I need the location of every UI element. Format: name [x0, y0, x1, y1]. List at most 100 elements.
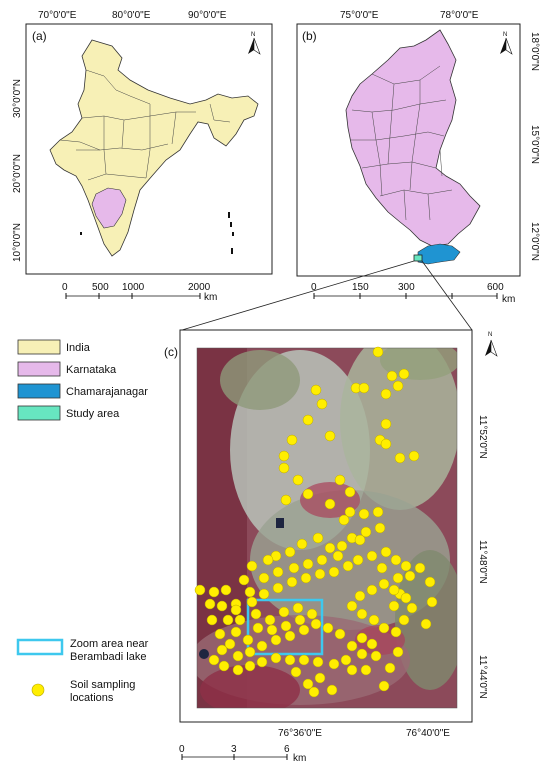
soil-sampling-point: [346, 640, 358, 652]
soil-sampling-point: [392, 572, 404, 584]
soil-sampling-point: [316, 554, 328, 566]
svg-text:km: km: [502, 294, 515, 305]
karnataka-outline: [345, 29, 481, 247]
soil-sampling-point: [394, 588, 406, 600]
soil-sampling-point: [326, 684, 338, 696]
legend-swatch-zoom-area: [16, 638, 64, 656]
panel-c: (c) 76°36'0"E 76°40'0": [164, 329, 498, 739]
svg-text:km: km: [204, 292, 217, 303]
soil-sampling-point: [322, 622, 334, 634]
india-states: [59, 69, 231, 181]
soil-sampling-point: [328, 566, 340, 578]
soil-sampling-points: [194, 346, 438, 698]
svg-text:km: km: [293, 753, 306, 764]
soil-sampling-point: [206, 614, 218, 626]
soil-sampling-point: [346, 600, 358, 612]
soil-sampling-point: [342, 560, 354, 572]
soil-sampling-point: [360, 664, 372, 676]
svg-text:N: N: [503, 32, 507, 38]
soil-sampling-point: [386, 370, 398, 382]
soil-sampling-point: [380, 438, 392, 450]
svg-text:300: 300: [398, 282, 415, 293]
soil-sampling-point: [292, 602, 304, 614]
soil-sampling-point: [334, 474, 346, 486]
soil-sampling-point: [214, 628, 226, 640]
soil-sampling-point: [400, 592, 412, 604]
soil-sampling-point: [314, 672, 326, 684]
soil-sampling-point: [406, 602, 418, 614]
soil-sampling-point: [230, 598, 242, 610]
panel-b-lat-tick: 15°0'0"N: [529, 125, 540, 164]
soil-sampling-point: [258, 588, 270, 600]
panel-c-lat-tick: 11°52'0"N: [477, 415, 488, 459]
soil-sampling-point: [246, 596, 258, 608]
svg-text:N: N: [251, 32, 255, 38]
soil-sampling-point: [288, 562, 300, 574]
soil-sampling-point: [374, 434, 386, 446]
panel-b-lat-tick: 12°0'0"N: [529, 222, 540, 261]
legend-label-zoom-line2: Berambadi lake: [70, 651, 146, 663]
svg-text:150: 150: [352, 282, 369, 293]
soil-sampling-point: [270, 550, 282, 562]
svg-text:N: N: [488, 332, 492, 338]
panel-a-lon-tick: 90°0'0"E: [188, 10, 227, 21]
soil-sampling-point: [220, 584, 232, 596]
soil-sampling-point: [352, 554, 364, 566]
svg-text:0: 0: [179, 744, 185, 755]
soil-sampling-point: [278, 606, 290, 618]
soil-sampling-point: [346, 664, 358, 676]
soil-sampling-point: [378, 622, 390, 634]
soil-sampling-point: [360, 526, 372, 538]
svg-text:1000: 1000: [122, 282, 145, 293]
panel-c-lat-tick: 11°48'0"N: [477, 540, 488, 584]
soil-sampling-point: [378, 578, 390, 590]
india-outline: [49, 39, 259, 257]
soil-sampling-point: [388, 600, 400, 612]
soil-sampling-point: [390, 626, 402, 638]
soil-sampling-point: [332, 550, 344, 562]
soil-sampling-point: [338, 514, 350, 526]
soil-sampling-point: [208, 586, 220, 598]
soil-sampling-point: [372, 346, 384, 358]
soil-sampling-point: [278, 450, 290, 462]
soil-sampling-point: [250, 608, 262, 620]
satellite-image: [197, 348, 457, 708]
study-area-marker: [413, 254, 423, 262]
panel-a-lat-tick: 10°0'0"N: [12, 223, 23, 262]
soil-sampling-point: [358, 382, 370, 394]
legend-label-karnataka: Karnataka: [66, 364, 117, 376]
soil-sampling-point: [420, 618, 432, 630]
scale-bar-a: 0 500 1000 2000 km: [62, 282, 217, 303]
soil-sampling-point: [400, 560, 412, 572]
soil-sampling-point: [286, 434, 298, 446]
legend-swatch-study-area: [17, 405, 61, 421]
soil-sampling-point: [302, 414, 314, 426]
soil-sampling-point: [380, 546, 392, 558]
soil-sampling-point: [398, 614, 410, 626]
zoom-area-rectangle: [246, 598, 324, 656]
soil-sampling-point: [272, 566, 284, 578]
legend-swatch-chamarajanagar: [17, 383, 61, 399]
soil-sampling-point: [356, 648, 368, 660]
soil-sampling-point: [310, 618, 322, 630]
legend-label-soil-line2: locations: [70, 692, 114, 704]
soil-sampling-point: [368, 614, 380, 626]
soil-sampling-point: [280, 620, 292, 632]
panel-a-lon-tick: 70°0'0"E: [38, 10, 77, 21]
soil-sampling-point: [312, 656, 324, 668]
soil-sampling-point: [354, 590, 366, 602]
panel-b-label: (b): [302, 29, 317, 43]
soil-sampling-point: [404, 570, 416, 582]
soil-sampling-point: [354, 534, 366, 546]
soil-sampling-point: [314, 568, 326, 580]
soil-sampling-point: [384, 662, 396, 674]
soil-sampling-point: [398, 368, 410, 380]
karnataka-in-india: [91, 187, 127, 229]
panel-b-lon-tick: 78°0'0"E: [440, 10, 479, 21]
soil-sampling-point: [390, 554, 402, 566]
soil-sampling-point: [230, 604, 242, 616]
soil-sampling-point: [284, 630, 296, 642]
soil-sampling-point: [258, 572, 270, 584]
north-arrow-a: N: [248, 32, 261, 55]
svg-text:0: 0: [62, 282, 68, 293]
